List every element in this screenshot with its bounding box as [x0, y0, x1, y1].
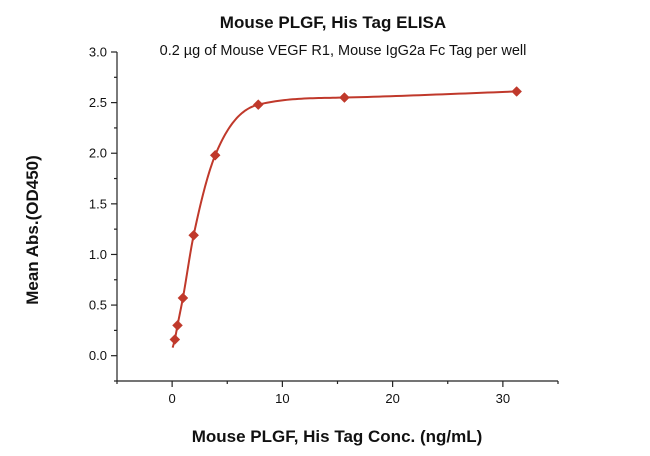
- data-point: [172, 319, 183, 331]
- y-tick-label: 2.0: [89, 146, 107, 161]
- x-tick-label: 30: [496, 391, 510, 406]
- data-point: [177, 292, 189, 304]
- data-points: [169, 86, 523, 345]
- y-tick-label: 0.0: [89, 348, 107, 363]
- x-axis-label: Mouse PLGF, His Tag Conc. (ng/mL): [192, 427, 483, 446]
- chart-title: Mouse PLGF, His Tag ELISA: [220, 13, 446, 32]
- x-tick-label: 10: [275, 391, 289, 406]
- y-tick-label: 1.0: [89, 247, 107, 262]
- axes: [116, 52, 558, 382]
- y-axis-label: Mean Abs.(OD450): [23, 155, 42, 305]
- fit-curve: [171, 90, 517, 348]
- y-tick-label: 3.0: [89, 45, 107, 60]
- y-tick-label: 1.5: [89, 196, 107, 211]
- x-tick-label: 20: [385, 391, 399, 406]
- y-ticks: 0.0 0.5 1.0 1.5 2.0 2.5 3.0: [89, 45, 117, 382]
- data-point: [511, 86, 523, 97]
- x-tick-label: 0: [169, 391, 176, 406]
- data-point: [188, 229, 200, 241]
- data-point: [252, 99, 264, 110]
- chart-subtitle: 0.2 µg of Mouse VEGF R1, Mouse IgG2a Fc …: [160, 43, 527, 59]
- data-point: [169, 334, 181, 345]
- data-point: [339, 92, 350, 103]
- y-tick-label: 0.5: [89, 298, 107, 313]
- data-point: [209, 149, 221, 161]
- x-ticks: 0 10 20 30: [116, 381, 559, 406]
- y-tick-label: 2.5: [89, 95, 107, 110]
